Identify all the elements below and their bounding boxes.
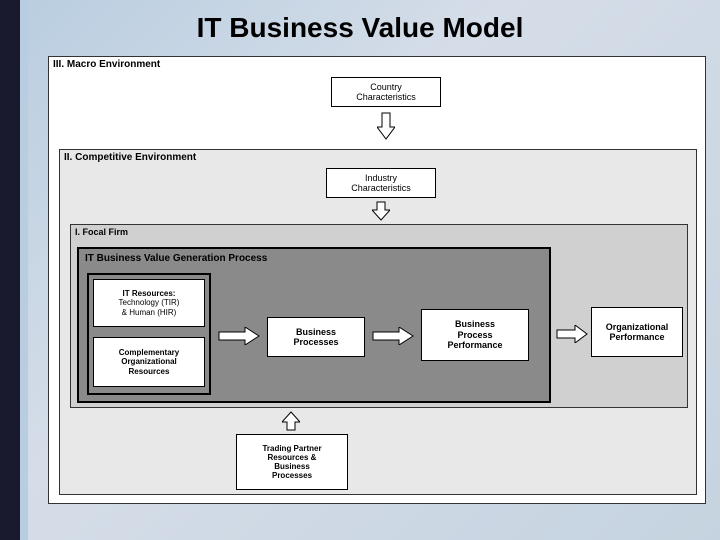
box-trading-partner: Trading Partner Resources & Business Pro… [236,434,348,490]
box-compres-line2: Organizational [121,357,177,366]
box-org-line1: Organizational [606,322,669,332]
box-tp-line4: Processes [272,471,312,480]
box-industry-characteristics: Industry Characteristics [326,168,436,198]
box-bpp-line3: Performance [447,340,502,350]
box-tp-line1: Trading Partner [262,444,321,453]
box-business-process-performance: Business Process Performance [421,309,529,361]
box-bp-line2: Processes [293,337,338,347]
page-title: IT Business Value Model [0,12,720,44]
box-complementary-resources: Complementary Organizational Resources [93,337,205,387]
box-bpp-line1: Business [455,319,495,329]
box-bp-line1: Business [296,327,336,337]
box-itres-line1: IT Resources: [123,289,176,298]
box-org-line2: Performance [609,332,664,342]
box-country-characteristics: Country Characteristics [331,77,441,107]
box-compres-line1: Complementary [119,348,179,357]
arrow-right-bp-bpp [371,327,415,345]
box-organizational-performance: Organizational Performance [591,307,683,357]
panel-competitive-label: II. Competitive Environment [64,152,196,163]
box-tp-line2: Resources & [268,453,317,462]
box-industry-line2: Characteristics [351,183,411,193]
arrow-down-industry-focal [372,200,390,222]
box-country-line2: Characteristics [356,92,416,102]
arrow-down-country-industry [377,111,395,141]
box-industry-line1: Industry [365,173,397,183]
box-itres-line2: Technology (TIR) [119,298,180,307]
diagram-container: III. Macro Environment Country Character… [48,56,706,504]
box-it-resources: IT Resources: Technology (TIR) & Human (… [93,279,205,327]
panel-generation-label: IT Business Value Generation Process [85,253,267,264]
panel-macro-label: III. Macro Environment [53,59,160,70]
panel-generation-process: IT Business Value Generation Process IT … [77,247,551,403]
arrow-right-bpp-org [555,325,589,343]
box-itres-line3: & Human (HIR) [122,308,177,317]
left-sidebar-decoration [0,0,28,540]
box-compres-line3: Resources [129,367,170,376]
panel-macro-environment: III. Macro Environment Country Character… [48,56,706,504]
box-country-line1: Country [370,82,402,92]
box-bpp-line2: Process [457,330,492,340]
box-business-processes: Business Processes [267,317,365,357]
panel-competitive-environment: II. Competitive Environment Industry Cha… [59,149,697,495]
panel-focal-firm: I. Focal Firm IT Business Value Generati… [70,224,688,408]
panel-focal-label: I. Focal Firm [75,227,128,237]
arrow-right-resources-bp [217,327,261,345]
box-tp-line3: Business [274,462,310,471]
arrow-up-tp-focal [282,410,300,432]
